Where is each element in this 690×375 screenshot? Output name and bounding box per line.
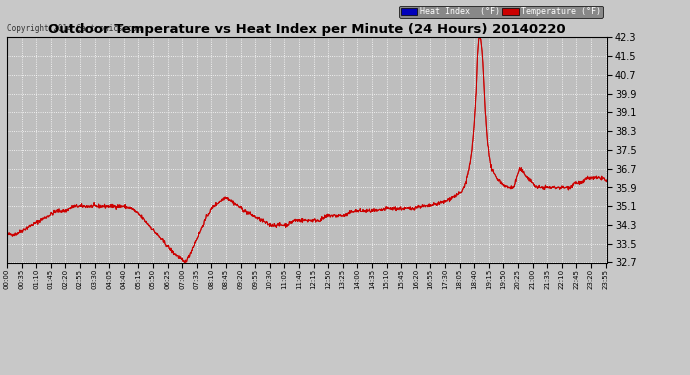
Legend: Heat Index  (°F), Temperature (°F): Heat Index (°F), Temperature (°F) [399,6,603,18]
Text: Copyright 2014 Cartronics.com: Copyright 2014 Cartronics.com [7,24,141,33]
Title: Outdoor Temperature vs Heat Index per Minute (24 Hours) 20140220: Outdoor Temperature vs Heat Index per Mi… [48,23,566,36]
